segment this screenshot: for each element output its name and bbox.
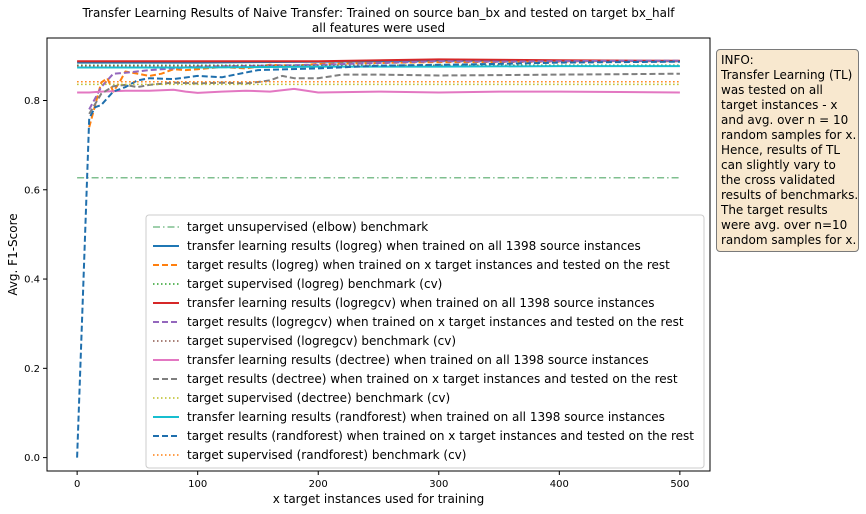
y-tick-label: 0.8 [24,96,40,107]
legend-entry-8: target results (dectree) when trained on… [187,372,678,386]
legend-entry-4: transfer learning results (logregcv) whe… [187,296,655,310]
legend-entry-6: target supervised (logregcv) benchmark (… [187,334,456,348]
info-line: target instances - x [721,98,854,113]
info-line: INFO: [721,53,854,68]
legend: target unsupervised (elbow) benchmark tra… [146,215,704,468]
info-line: was tested on all [721,83,854,98]
legend-entry-11: target results (randforest) when trained… [187,429,694,443]
y-tick-label: 0.0 [24,453,40,464]
x-tick-label: 100 [188,479,207,490]
chart-title-line: all features were used [312,21,445,35]
info-line: Transfer Learning (TL) [721,68,854,83]
info-line: were avg. over n=10 [721,218,854,233]
y-tick-label: 0.4 [24,275,40,286]
info-line: can slightly vary to [721,158,854,173]
info-line: random samples for x. [721,233,854,248]
x-tick-label: 0 [74,479,80,490]
y-axis-label: Avg. F1-Score [6,213,20,295]
legend-entry-2: target results (logreg) when trained on … [187,258,670,272]
info-line: results of benchmarks. [721,188,854,203]
y-tick-label: 0.6 [24,185,40,196]
legend-entry-1: transfer learning results (logreg) when … [187,239,641,253]
x-tick-label: 500 [670,479,689,490]
chart-title-line: Transfer Learning Results of Naive Trans… [81,6,675,20]
y-tick-label: 0.2 [24,364,40,375]
info-line: Hence, results of TL [721,143,854,158]
x-tick-label: 200 [309,479,328,490]
info-box: INFO: Transfer Learning (TL) was tested on… [716,49,859,252]
legend-entry-12: target supervised (randforest) benchmark… [187,448,466,462]
info-line: the cross validated [721,173,854,188]
legend-entry-0: target unsupervised (elbow) benchmark [187,220,428,234]
x-axis-label: x target instances used for training [273,492,485,506]
legend-entry-3: target supervised (logreg) benchmark (cv… [187,277,442,291]
info-line: The target results [721,203,854,218]
legend-entry-9: target supervised (dectree) benchmark (c… [187,391,450,405]
legend-entry-10: transfer learning results (randforest) w… [187,410,665,424]
info-line: and avg. over n = 10 [721,113,854,128]
legend-entry-5: target results (logregcv) when trained o… [187,315,684,329]
chart-title: Transfer Learning Results of Naive Trans… [81,6,675,35]
x-tick-label: 300 [429,479,448,490]
x-tick-label: 400 [550,479,569,490]
legend-entry-7: transfer learning results (dectree) when… [187,353,649,367]
info-line: random samples for x. [721,128,854,143]
